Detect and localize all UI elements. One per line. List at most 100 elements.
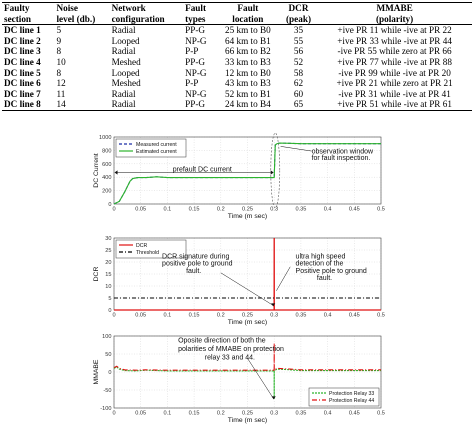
y-tick-label: 25 (105, 248, 111, 254)
table-row: DC line 2 9 Looped NP-G 64 km to B1 55 +ive PR… (2, 36, 472, 47)
mmabe-plot: 0 0.05 0.1 0.15 0.2 0.25 0.3 0.35 0.4 0.45 0.5 -100… (93, 334, 385, 424)
col-header-noise: Noise level (db.) (56, 3, 96, 24)
cell-noise: 14 (56, 99, 66, 110)
annotation-text: DCR signature during (162, 253, 229, 260)
y-tick-label: 400 (102, 175, 111, 181)
y-tick-label: 20 (105, 260, 111, 266)
cell-section: DC line 5 (4, 67, 41, 78)
x-tick-label: 0.3 (270, 207, 278, 213)
annotation-text: detection of the (296, 261, 344, 268)
annotation-text: fault. (186, 268, 201, 275)
cell-config: Radial (111, 88, 136, 99)
y-tick-label: 0 (108, 370, 111, 376)
y-tick-label: 10 (105, 284, 111, 290)
x-tick-label: 0.2 (217, 313, 225, 319)
y-tick-label: 0 (108, 202, 111, 208)
y-axis-label: DCR (93, 267, 100, 282)
cell-type: P-P (185, 46, 199, 57)
cell-section: DC line 1 (4, 25, 41, 36)
cell-noise: 11 (56, 88, 66, 99)
y-tick-label: -50 (103, 388, 111, 394)
cell-type: P-P (185, 78, 199, 89)
x-tick-label: 0.4 (324, 207, 332, 213)
x-tick-label: 0.15 (189, 411, 200, 417)
cell-location: 43 km to B3 (225, 78, 271, 89)
cell-dcr: 35 (293, 25, 304, 36)
col-header-location: Fault location (232, 3, 264, 24)
dcr-plot: 0 0.05 0.1 0.15 0.2 0.25 0.3 0.35 0.4 0.45 0.5 0 5 10… (93, 236, 385, 326)
plot-frame (113, 335, 382, 409)
cell-noise: 8 (56, 67, 62, 78)
cell-polarity: -ive PR 31 while -ive at PR 41 (338, 88, 451, 99)
cell-noise: 10 (56, 56, 66, 67)
table-row: DC line 4 10 Meshed PP-G 33 km to B3 52 +ive P… (2, 57, 472, 68)
col-header-section: Faulty section (4, 3, 32, 24)
y-axis-label: DC Current (93, 153, 100, 187)
x-tick-label: 0.45 (349, 411, 360, 417)
table-row: DC line 3 8 Radial P-P 66 km to B2 56 -ive PR … (2, 46, 472, 57)
cell-location: 52 km to B1 (225, 88, 271, 99)
x-tick-label: 0.4 (324, 313, 332, 319)
cell-polarity: +ive PR 51 while -ive at PR 61 (337, 99, 452, 110)
x-tick-label: 0.3 (270, 411, 278, 417)
col-header-config: Network configuration (111, 3, 165, 24)
y-tick-label: 15 (105, 272, 111, 278)
x-tick-label: 0.4 (324, 411, 332, 417)
arrow-head (271, 396, 276, 400)
annotation-text: for fault inspection. (312, 155, 371, 162)
series-line-2 (113, 142, 381, 205)
cell-type: NP-G (185, 67, 207, 78)
x-tick-label: 0.5 (377, 313, 385, 319)
cell-config: Radial (111, 25, 136, 36)
x-tick-label: 0.25 (242, 313, 253, 319)
annotation-text: fault. (317, 275, 332, 282)
cell-noise: 5 (56, 25, 62, 36)
table-row: DC line 7 11 Radial NP-G 52 km to B1 60 -ive P… (2, 89, 472, 100)
cell-noise: 9 (56, 35, 62, 46)
arrow-head (270, 170, 274, 175)
x-tick-label: 0.05 (135, 411, 146, 417)
fault-table: Faulty section Noise level (db.) Network co… (2, 2, 472, 111)
cell-config: Meshed (111, 78, 141, 89)
x-tick-label: 0.1 (164, 207, 172, 213)
col-header-dcr: DCR (peak) (286, 3, 312, 24)
x-tick-label: 0 (112, 313, 115, 319)
y-tick-label: 200 (102, 189, 111, 195)
y-tick-label: 100 (102, 334, 111, 340)
polarity-pointer-line (247, 358, 273, 398)
cell-type: PP-G (185, 25, 206, 36)
cell-config: Radial (111, 99, 136, 110)
x-tick-label: 0.3 (270, 313, 278, 319)
legend-entry: DCR (136, 243, 147, 249)
annotation-text: Positive pole to ground (296, 268, 367, 275)
y-axis-label: MMABE (93, 359, 100, 384)
table-row: DC line 5 8 Looped NP-G 12 km to B0 58 -ive PR… (2, 68, 472, 79)
cell-dcr: 56 (293, 46, 304, 57)
cell-polarity: -ive PR 55 while zero at PR 66 (337, 46, 452, 57)
y-tick-label: 600 (102, 162, 111, 168)
x-tick-label: 0 (112, 411, 115, 417)
series-line-1 (114, 237, 381, 311)
annotation-text: polarities of MMABE on protection (178, 346, 284, 353)
legend-entry: Threshold (136, 250, 159, 256)
cell-polarity: +ive PR 11 while -ive at PR 22 (337, 25, 452, 36)
x-tick-label: 0.35 (295, 313, 306, 319)
cell-location: 25 km to B0 (225, 25, 271, 36)
cell-polarity: -ive PR 99 while -ive at PR 20 (338, 67, 451, 78)
y-tick-label: 5 (108, 296, 111, 302)
x-tick-label: 0.2 (217, 207, 225, 213)
table-row: DC line 6 12 Meshed P-P 43 km to B3 62 +ive PR… (2, 78, 472, 89)
x-tick-label: 0.15 (189, 207, 200, 213)
cell-location: 33 km to B3 (225, 56, 271, 67)
legend-entry: Measured current (136, 142, 177, 148)
cell-location: 24 km to B4 (225, 99, 271, 110)
annotation-text: relay 33 and 44. (205, 354, 255, 361)
legend-box (308, 387, 380, 407)
cell-noise: 12 (56, 78, 66, 89)
cell-dcr: 55 (293, 35, 304, 46)
y-tick-label: 50 (105, 352, 111, 358)
arrow-head (114, 170, 118, 175)
cell-dcr: 58 (293, 67, 304, 78)
legend-box (115, 239, 187, 259)
